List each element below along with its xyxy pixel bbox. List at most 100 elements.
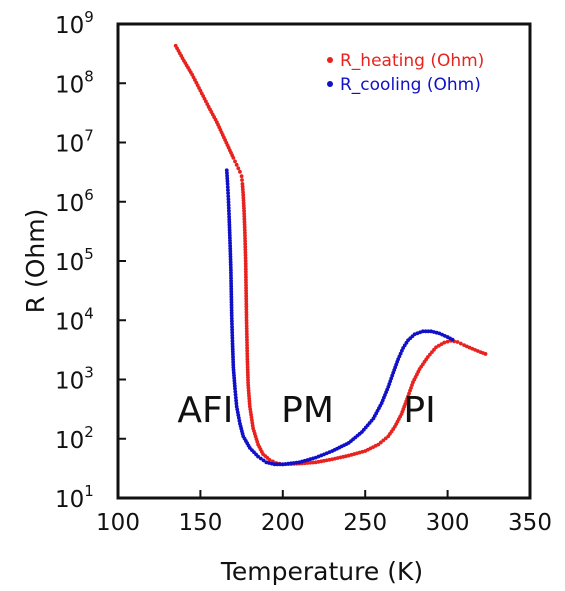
data-point: [245, 337, 249, 342]
data-point: [228, 249, 233, 254]
data-point: [242, 222, 247, 227]
data-point: [230, 330, 235, 335]
data-point: [225, 185, 230, 189]
data-point: [244, 329, 249, 334]
data-point: [228, 257, 233, 262]
data-point: [243, 258, 248, 263]
data-point: [244, 280, 248, 285]
data-point: [242, 211, 247, 216]
data-point: [243, 256, 248, 260]
data-point: [229, 308, 234, 313]
data-point: [442, 340, 447, 345]
y-axis-label: R (Ohm): [21, 209, 50, 314]
y-tick-label: 108: [55, 67, 94, 98]
data-point: [420, 329, 425, 334]
data-point: [445, 339, 450, 344]
data-point: [243, 236, 247, 241]
data-point: [244, 326, 249, 331]
data-point: [243, 264, 248, 269]
data-point: [244, 310, 249, 315]
data-point: [244, 286, 248, 290]
data-point: [235, 407, 240, 412]
data-point: [229, 292, 234, 297]
y-tick-label: 105: [55, 245, 94, 276]
data-point: [228, 262, 233, 267]
data-point: [226, 194, 231, 199]
data-point: [236, 416, 241, 420]
data-point: [243, 253, 248, 258]
x-tick-label: 250: [343, 510, 387, 536]
region-labels: AFI PM PI: [177, 390, 435, 431]
region-label-pm: PM: [281, 390, 334, 431]
data-point: [243, 233, 247, 238]
data-point: [225, 176, 230, 181]
data-point: [228, 246, 233, 251]
data-point: [244, 307, 249, 312]
data-point: [244, 335, 249, 339]
data-point: [244, 288, 249, 293]
data-point: [245, 354, 250, 359]
data-point: [229, 273, 233, 278]
data-point: [226, 208, 231, 213]
data-point: [244, 312, 249, 317]
data-point: [244, 302, 249, 306]
data-point: [241, 190, 245, 195]
series-layer: [173, 43, 488, 467]
data-point: [226, 206, 231, 210]
data-point: [229, 284, 234, 289]
data-point: [226, 200, 231, 205]
data-point: [229, 276, 233, 281]
data-point: [229, 270, 233, 275]
x-tick-label: 100: [96, 510, 140, 536]
data-point: [258, 456, 263, 461]
y-axis-ticks: 101 102 103 104 105 106 107 108 109: [55, 8, 126, 513]
data-point: [240, 187, 245, 192]
data-point: [228, 243, 233, 248]
data-point: [244, 321, 249, 325]
data-point: [228, 260, 233, 264]
data-point: [275, 462, 280, 467]
data-point: [234, 162, 239, 167]
data-point: [455, 340, 460, 344]
x-axis-ticks: 100 150 200 250 300 350: [96, 490, 552, 536]
y-tick-label: 109: [55, 8, 94, 39]
y-tick-label: 107: [55, 127, 94, 158]
x-tick-label: 150: [178, 510, 222, 536]
data-point: [244, 323, 249, 328]
data-point: [244, 283, 248, 288]
data-point: [226, 203, 231, 207]
data-point: [228, 254, 233, 259]
data-point: [244, 275, 248, 280]
data-point: [228, 268, 233, 273]
legend: R_heating (Ohm) R_cooling (Ohm): [327, 51, 484, 95]
series-cooling: [224, 168, 455, 467]
legend-label-heating: R_heating (Ohm): [340, 51, 484, 71]
data-point: [261, 458, 266, 463]
y-tick-label: 104: [55, 304, 94, 335]
data-point: [244, 294, 249, 298]
data-point: [227, 211, 231, 216]
data-point: [243, 250, 248, 255]
data-point: [242, 219, 247, 224]
data-point: [229, 300, 234, 305]
data-point: [228, 241, 232, 246]
data-point: [234, 401, 239, 406]
data-point: [242, 217, 247, 222]
data-point: [240, 178, 244, 182]
data-point: [242, 209, 246, 213]
y-tick-label: 103: [55, 364, 94, 395]
data-point: [242, 225, 247, 230]
data-point: [244, 291, 249, 296]
data-point: [229, 289, 234, 294]
data-point: [244, 299, 249, 304]
region-label-afi: AFI: [177, 390, 233, 431]
data-point: [229, 302, 234, 307]
data-point: [426, 329, 431, 334]
data-point: [244, 332, 249, 337]
data-point: [233, 389, 238, 394]
data-point: [229, 294, 234, 299]
data-point: [245, 351, 250, 356]
data-point: [256, 454, 260, 459]
data-point: [243, 267, 248, 271]
data-point: [230, 333, 235, 338]
